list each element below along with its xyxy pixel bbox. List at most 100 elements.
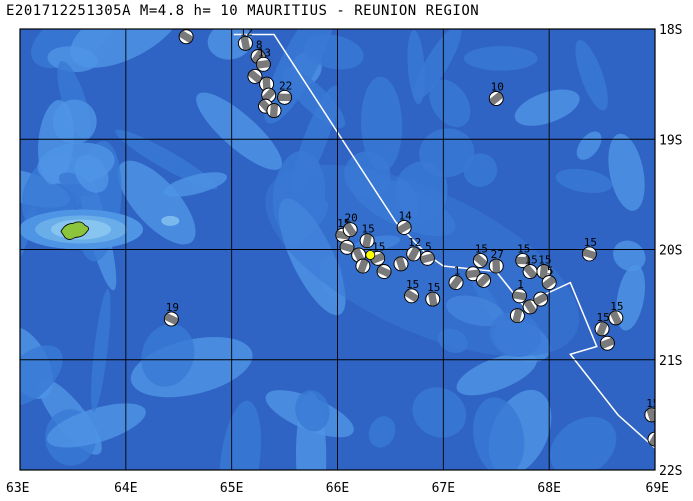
bathymetry-patch <box>91 288 111 412</box>
ridge-polyline <box>233 33 655 449</box>
event-marker <box>238 35 253 51</box>
event-marker <box>259 76 274 92</box>
bathymetry-patch <box>613 240 646 272</box>
event-depth-label: 5 <box>425 240 432 253</box>
bathymetry-patch <box>549 416 617 470</box>
bathymetry-layer <box>20 29 646 470</box>
bathymetry-patch <box>413 29 462 100</box>
bathymetry-patch <box>575 39 608 111</box>
event-marker <box>339 239 355 255</box>
event-depth-label: 15 <box>517 243 530 256</box>
event-depth-label: 15 <box>596 311 609 324</box>
bathymetry-patch <box>456 352 537 396</box>
event-marker <box>512 288 527 304</box>
mauritius-island <box>60 221 90 240</box>
latitude-label: 22S <box>659 464 682 479</box>
bathymetry-patch <box>295 390 330 432</box>
event-marker <box>404 288 419 304</box>
event-depth-label: 10 <box>491 80 504 93</box>
bathymetry-patch <box>576 131 602 160</box>
event-depth-label: 1 <box>454 265 461 278</box>
event-depth-label: 1 <box>517 278 524 291</box>
epicenter-marker <box>365 250 376 260</box>
event-depth-label: 20 <box>345 212 358 225</box>
latitude-labels: 18S 19S 20S 21S 22S <box>659 23 682 479</box>
longitude-label: 67E <box>432 481 455 496</box>
map-grid <box>20 29 655 470</box>
bathymetry-patch <box>141 324 195 387</box>
latitude-label: 19S <box>659 133 682 148</box>
shelf-contour <box>161 215 180 226</box>
event-depth-label: 15 <box>362 223 375 236</box>
event-marker <box>465 266 481 282</box>
event-marker <box>599 335 615 351</box>
latitude-label: 20S <box>659 244 682 259</box>
bathymetry-patch <box>207 29 253 60</box>
longitude-label: 63E <box>6 481 29 496</box>
bathymetry-patch <box>360 76 403 172</box>
event-marker <box>608 310 624 326</box>
longitude-label: 64E <box>114 481 137 496</box>
bathymetry-patch <box>407 29 426 105</box>
event-marker <box>359 233 375 249</box>
event-depth-label: 19 <box>166 301 179 314</box>
event-marker <box>515 253 531 268</box>
longitude-label: 66E <box>326 481 349 496</box>
event-marker <box>342 222 358 238</box>
bathymetry-patch <box>412 387 467 438</box>
bathymetry-patch <box>219 400 262 470</box>
event-marker <box>406 246 422 262</box>
event-depth-label: 15 <box>406 278 419 291</box>
bathymetry-patch <box>514 89 580 126</box>
event-marker <box>488 91 504 106</box>
event-marker <box>522 299 538 315</box>
event-depth-label: 22 <box>279 79 292 92</box>
event-marker <box>256 56 271 72</box>
event-marker <box>533 291 549 307</box>
bathymetry-patch <box>463 153 498 187</box>
latitude-label: 18S <box>659 23 682 38</box>
longitude-labels: 63E 64E 65E 66E 67E 68E 69E <box>6 481 669 496</box>
event-marker <box>163 311 179 327</box>
event-marker <box>522 264 538 279</box>
event-depth-label: 15 <box>610 300 623 313</box>
bathymetry-patch <box>368 416 396 448</box>
event-marker <box>510 308 525 324</box>
event-depth-label: 15 <box>538 254 551 267</box>
event-depth-label: 5 <box>547 265 554 278</box>
bathymetry-patch <box>163 172 228 197</box>
event-depth-label: 15 <box>372 240 385 253</box>
event-marker <box>476 272 491 288</box>
bathymetry-patch <box>46 403 146 448</box>
event-marker <box>488 258 504 274</box>
bathymetry-patch <box>196 92 283 170</box>
event-marker <box>425 291 441 307</box>
bathymetry-patch <box>74 154 109 193</box>
ridge-line <box>233 33 655 449</box>
event-depth-label: 14 <box>399 209 413 222</box>
event-marker <box>420 250 435 266</box>
event-marker <box>644 407 655 423</box>
event-marker <box>448 275 464 290</box>
event-depth-label: 15 <box>427 281 440 294</box>
bathymetry-patch <box>20 345 63 407</box>
event-marker <box>541 275 557 290</box>
event-depth-label: 1 <box>653 421 660 434</box>
latitude-label: 21S <box>659 354 682 369</box>
event-depth-label: 10 <box>181 19 194 32</box>
map-frame <box>19 28 656 471</box>
event-marker <box>266 103 282 118</box>
event-marker <box>355 258 371 274</box>
bathymetry-patch <box>115 129 218 190</box>
event-marker <box>178 29 194 45</box>
longitude-label: 65E <box>220 481 243 496</box>
event-depth-label: 12 <box>240 25 253 38</box>
event-depth-label: 8 <box>256 39 263 52</box>
event-depth-label: 13 <box>258 46 271 59</box>
event-marker <box>472 253 488 268</box>
event-marker <box>277 89 292 105</box>
event-depth-label: 15 <box>524 254 537 267</box>
bathymetry-patch <box>429 79 471 128</box>
event-depth-label: 15 <box>646 397 659 410</box>
